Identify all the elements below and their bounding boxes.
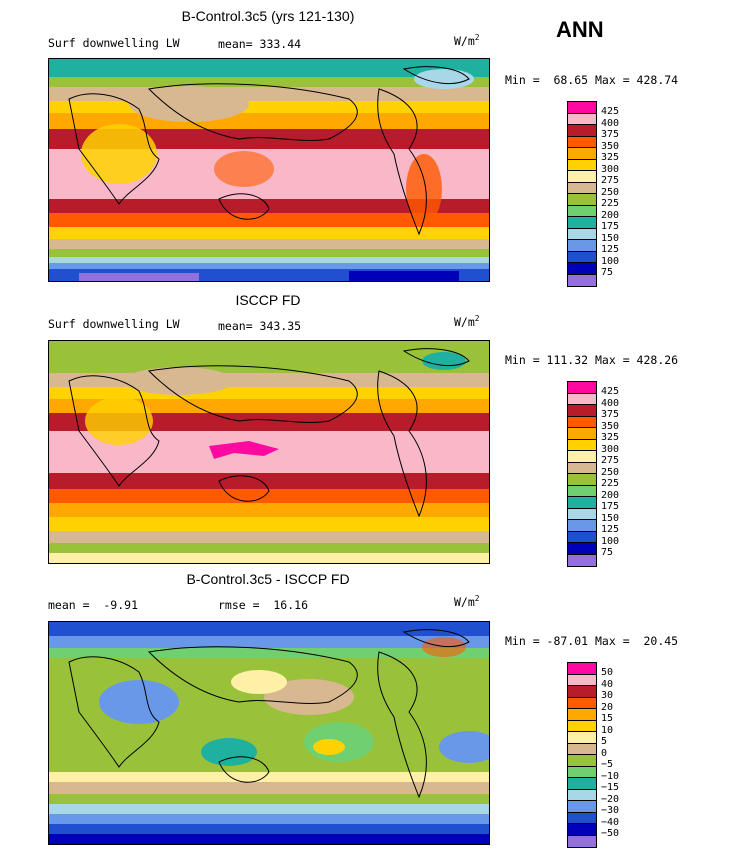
panel1-field-label: Surf downwelling LW [48,36,180,50]
panel3-mean-label: mean = -9.91 [48,598,139,612]
panel3-map [48,621,490,845]
panel1-map [48,58,490,282]
panel2-units: W/m2 [454,314,480,329]
panel3-title: B-Control.3c5 - ISCCP FD [186,571,350,587]
panel1-minmax: Min = 68.65 Max = 428.74 [505,73,679,87]
panel2-colorbar [567,381,597,567]
panel1-mean-label: mean= 333.44 [218,37,302,51]
panel1-title: B-Control.3c5 (yrs 121-130) [181,8,355,24]
panel1-units: W/m2 [454,33,480,48]
season-label: ANN [556,17,604,42]
panel3-colorbar-labels: 50 40 30 20 15 10 5 0 −5 −10 −15 −20 −30… [601,667,620,839]
panel3-rmse-label: rmse = 16.16 [218,598,309,612]
panel3-colorbar [567,662,597,848]
panel2-minmax: Min = 111.32 Max = 428.26 [505,353,679,367]
panel3-minmax: Min = -87.01 Max = 20.45 [505,634,679,648]
panel2-colorbar-labels: 425 400 375 350 325 300 275 250 225 200 … [601,386,620,558]
panel1-colorbar-labels: 425 400 375 350 325 300 275 250 225 200 … [601,106,620,278]
panel3-units: W/m2 [454,594,480,609]
panel2-map [48,340,490,564]
panel2-field-label: Surf downwelling LW [48,317,180,331]
panel2-title: ISCCP FD [235,292,301,308]
panel2-mean-label: mean= 343.35 [218,319,302,333]
panel1-colorbar [567,101,597,287]
